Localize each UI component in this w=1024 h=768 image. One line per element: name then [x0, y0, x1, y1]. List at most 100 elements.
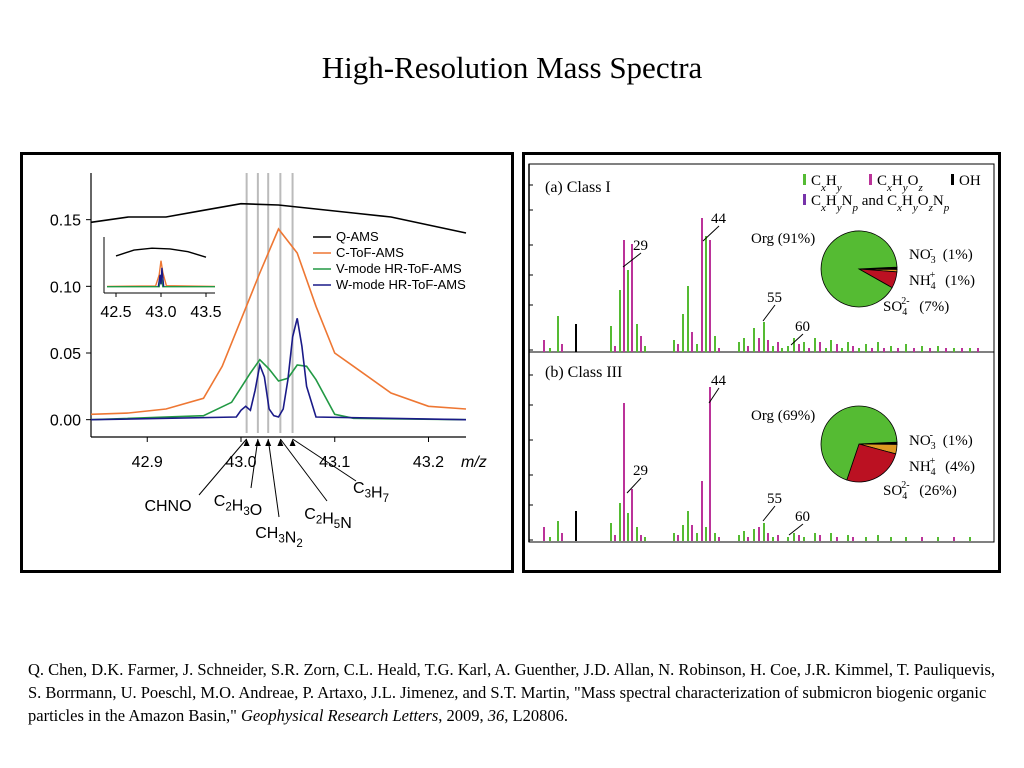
spectrum-bar	[787, 346, 789, 352]
spectrum-bar	[890, 346, 892, 352]
spectrum-bar	[977, 348, 979, 352]
spectrum-bar	[549, 537, 551, 541]
spectrum-bar	[738, 342, 740, 352]
spectrum-bar	[814, 338, 816, 352]
spectrum-bar	[969, 348, 971, 352]
pie-label: SO42- (26%)	[883, 480, 957, 502]
spectrum-bar	[610, 523, 612, 541]
spectrum-bar	[543, 340, 545, 352]
spectrum-bar	[677, 535, 679, 541]
spectrum-bar	[913, 348, 915, 352]
y-tick-label: 0.15	[50, 213, 81, 230]
class-i-bars	[543, 218, 979, 352]
spectrum-bar	[836, 344, 838, 352]
spectrum-bar	[758, 527, 760, 541]
class-i-peak-label: 60	[795, 319, 810, 335]
peak-leader	[622, 252, 642, 268]
class-spectra-chart: (a) Class I (b) Class III CxHy CxHyOz OH CxHy…	[528, 163, 995, 543]
spectrum-bar	[825, 348, 827, 352]
pie-slice-org	[820, 230, 898, 308]
spectrum-bar	[814, 533, 816, 541]
spectrum-bar	[691, 525, 693, 541]
ion-label-3: C2H5N	[304, 506, 352, 532]
spectrum-bar	[865, 344, 867, 352]
y-tick-label: 0.05	[50, 346, 81, 363]
spectrum-bar	[905, 537, 907, 541]
ion-marker-lines	[245, 173, 294, 433]
spectrum-bar	[969, 537, 971, 541]
ion-label-4: C3H7	[353, 480, 389, 505]
citation-journal: Geophysical Research Letters	[240, 706, 439, 725]
spectrum-bar	[627, 513, 629, 541]
spectra-labels: (a) Class I (b) Class III CxHy CxHyOz OH CxHy…	[545, 173, 981, 536]
peak-leader	[762, 304, 776, 322]
spectrum-bar	[610, 326, 612, 352]
spectrum-bar	[709, 240, 711, 352]
class-iii-pie: Org (69%) NO3- (1%) NH4+ (4%)SO42- (26%)	[751, 405, 975, 502]
legend-label: Q-AMS	[336, 229, 379, 244]
spectrum-bar	[714, 336, 716, 352]
spectrum-bar	[575, 511, 577, 541]
spectrum-bar	[691, 332, 693, 352]
series-line-3	[90, 318, 467, 421]
class-iii-peak-label: 55	[767, 491, 782, 507]
inset-x-tick-label: 42.5	[100, 304, 131, 321]
citation-authors: Q. Chen, D.K. Farmer, J. Schneider, S.R.…	[28, 660, 995, 725]
ion-label-1: C2H3O	[214, 493, 262, 519]
spectrum-bar	[743, 338, 745, 352]
annotation-leader	[279, 438, 328, 502]
spectrum-bar	[619, 503, 621, 541]
legend-label: V-mode HR-ToF-AMS	[336, 261, 462, 276]
pie-slice-org	[820, 405, 898, 481]
class-iii-title: (b) Class III	[545, 364, 622, 381]
citation-sep2: , L20806.	[504, 706, 568, 725]
series-lines	[90, 202, 467, 421]
series-line-1	[90, 227, 467, 416]
spectrum-bar	[614, 535, 616, 541]
annotation-arrowhead	[254, 439, 261, 446]
ion-label-2: CH3N2	[255, 525, 302, 550]
spectrum-bar	[858, 348, 860, 352]
spectrum-bar	[743, 531, 745, 541]
spectrum-bar	[793, 533, 795, 541]
inset-x-tick-label: 43.0	[145, 304, 176, 321]
legend-label: OH	[959, 173, 981, 189]
peak-leader	[788, 523, 804, 536]
spectrum-bar	[953, 537, 955, 541]
spectrum-bar	[847, 535, 849, 541]
spectrum-bar	[781, 348, 783, 352]
inset-x-tick-label: 43.5	[190, 304, 221, 321]
spectrum-bar	[543, 527, 545, 541]
spectrum-bar	[696, 533, 698, 541]
class-i-pie: Org (91%) NO3- (1%) NH4+ (1%) SO42- (7%)	[751, 230, 975, 318]
spectrum-bar	[636, 527, 638, 541]
spectrum-bar	[763, 322, 765, 352]
spectrum-bar	[644, 346, 646, 352]
legend-label: W-mode HR-ToF-AMS	[336, 277, 466, 292]
pie-label: NO3- (1%)	[909, 430, 973, 452]
class-iii-peak-label: 29	[633, 463, 648, 479]
class-i-title: (a) Class I	[545, 179, 611, 196]
annotation-arrowhead	[265, 439, 272, 446]
spectrum-bar	[614, 346, 616, 352]
spectrum-bar	[883, 348, 885, 352]
spectrum-bar	[937, 537, 939, 541]
spectrum-bar	[753, 328, 755, 352]
annotation-arrowhead	[289, 439, 296, 446]
peak-leader	[626, 477, 642, 494]
annotation-leader	[292, 438, 357, 482]
x-axis-label: m/z	[461, 454, 487, 471]
spectrum-bar	[897, 348, 899, 352]
pie-label: NO3- (1%)	[909, 244, 973, 266]
spectrum-bar	[905, 344, 907, 352]
peak-leader	[708, 387, 720, 404]
spectrum-bar	[767, 340, 769, 352]
hr-comparison-chart: 0.00 0.05 0.10 0.15 42.9 43.0 43.1 43.2 m/z 42.5…	[50, 173, 487, 550]
spectrum-bar	[830, 533, 832, 541]
spectrum-bar	[623, 240, 625, 352]
spectrum-bar	[631, 244, 633, 352]
spectrum-bar	[696, 344, 698, 352]
legend-label: CxHyOz	[877, 173, 923, 194]
